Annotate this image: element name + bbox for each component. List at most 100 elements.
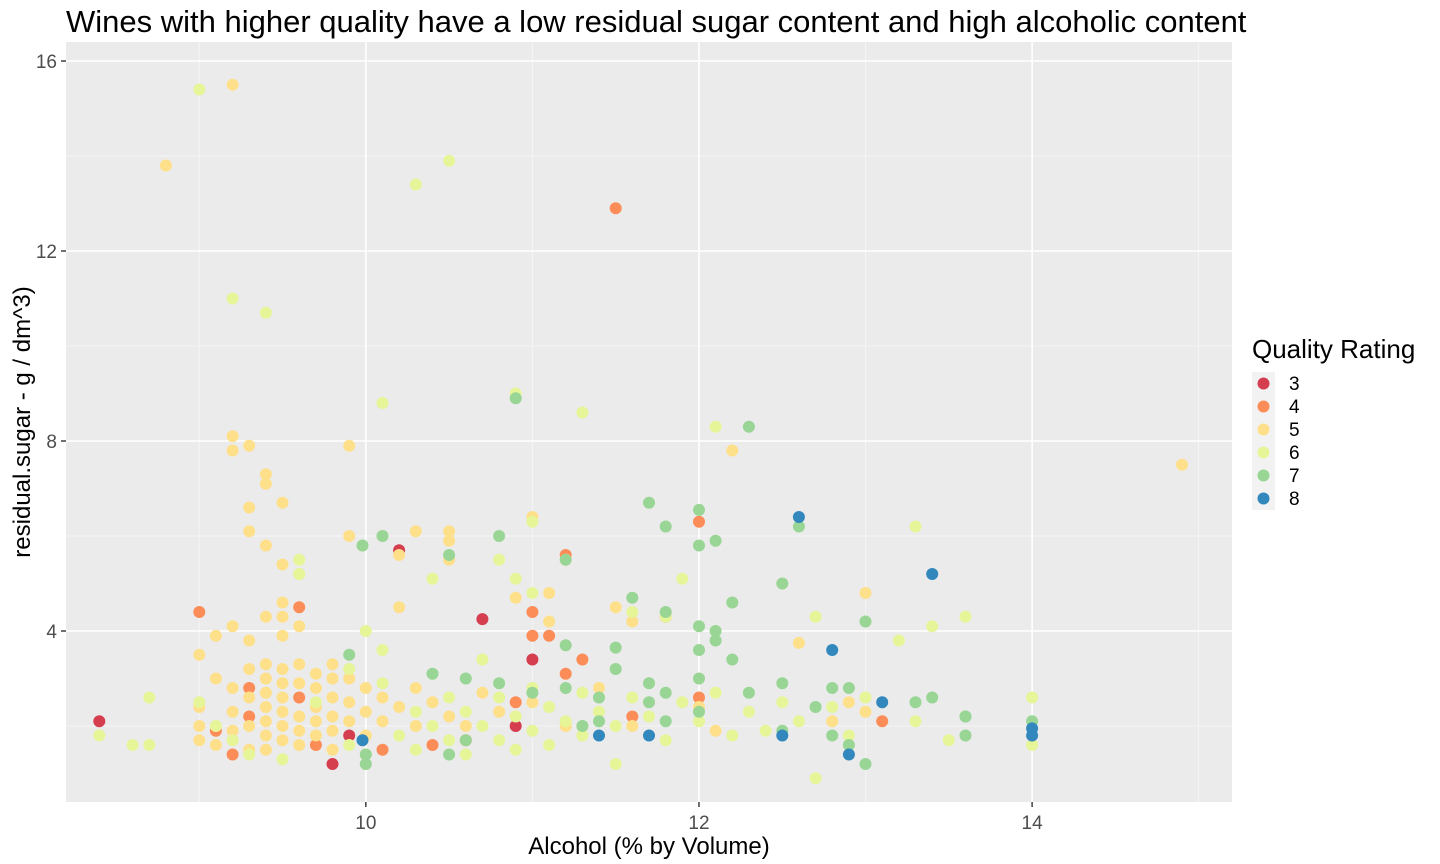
x-axis-title: Alcohol (% by Volume) xyxy=(528,833,769,860)
data-point-quality-5 xyxy=(276,705,289,718)
data-point-quality-7 xyxy=(693,705,705,718)
data-point-quality-5 xyxy=(209,629,222,642)
legend-key-7 xyxy=(1257,469,1270,482)
data-point-quality-7 xyxy=(842,682,855,694)
data-point-quality-6 xyxy=(576,406,589,419)
data-point-quality-6 xyxy=(443,691,456,704)
data-point-quality-6 xyxy=(143,691,156,704)
data-point-quality-6 xyxy=(559,715,572,728)
data-point-quality-6 xyxy=(543,701,556,713)
data-point-quality-4 xyxy=(526,629,539,642)
data-point-quality-7 xyxy=(792,520,805,533)
data-point-quality-7 xyxy=(809,701,822,713)
x-tick-label: 14 xyxy=(1022,813,1044,834)
minor-gridlines xyxy=(66,42,1232,802)
data-point-quality-8 xyxy=(776,729,789,742)
data-point-quality-6 xyxy=(459,748,472,761)
data-point-quality-6 xyxy=(409,178,422,191)
data-point-quality-5 xyxy=(426,696,439,709)
data-point-quality-7 xyxy=(459,734,472,747)
data-point-quality-7 xyxy=(359,758,372,770)
data-point-quality-6 xyxy=(776,696,789,709)
data-point-quality-7 xyxy=(742,686,755,699)
data-point-quality-4 xyxy=(693,515,705,528)
data-point-quality-7 xyxy=(559,682,572,694)
data-point-quality-6 xyxy=(792,715,805,728)
data-point-quality-7 xyxy=(826,729,839,742)
data-point-quality-6 xyxy=(359,625,372,637)
data-point-quality-7 xyxy=(926,691,939,704)
data-point-quality-6 xyxy=(959,610,972,623)
data-point-quality-5 xyxy=(326,672,339,685)
chart-title: Wines with higher quality have a low res… xyxy=(66,4,1247,39)
x-axis-ticks: 10 12 14 xyxy=(355,802,1043,834)
data-point-quality-5 xyxy=(343,530,356,542)
data-point-quality-5 xyxy=(326,691,339,704)
data-point-quality-7 xyxy=(609,641,622,654)
data-point-quality-6 xyxy=(376,644,389,656)
data-point-quality-6 xyxy=(643,710,655,723)
data-point-quality-5 xyxy=(409,525,422,538)
data-point-quality-5 xyxy=(226,682,239,694)
legend-key-6 xyxy=(1257,446,1270,459)
data-point-quality-7 xyxy=(426,667,439,680)
data-point-quality-7 xyxy=(659,520,672,533)
data-point-quality-4 xyxy=(376,743,389,756)
data-point-quality-5 xyxy=(209,739,222,751)
data-point-quality-7 xyxy=(643,496,655,509)
data-point-quality-4 xyxy=(243,710,256,723)
data-point-quality-5 xyxy=(226,78,239,91)
data-point-quality-5 xyxy=(259,539,272,552)
data-point-quality-6 xyxy=(576,686,589,699)
data-point-quality-6 xyxy=(293,568,306,580)
data-point-quality-6 xyxy=(493,734,506,747)
data-point-quality-5 xyxy=(293,710,306,723)
data-point-quality-5 xyxy=(276,691,289,704)
data-point-quality-5 xyxy=(293,739,306,751)
data-point-quality-5 xyxy=(309,715,322,728)
data-point-quality-7 xyxy=(659,686,672,699)
data-point-quality-3 xyxy=(326,758,339,770)
data-point-quality-7 xyxy=(443,748,456,761)
data-point-quality-5 xyxy=(293,677,306,690)
data-point-quality-5 xyxy=(193,648,206,661)
data-point-quality-7 xyxy=(376,530,389,542)
legend-key-8 xyxy=(1257,492,1270,505)
data-point-quality-5 xyxy=(243,691,256,704)
data-point-quality-6 xyxy=(626,606,639,618)
legend-key-5 xyxy=(1257,423,1270,436)
data-point-quality-5 xyxy=(259,672,272,685)
data-point-quality-6 xyxy=(742,705,755,718)
data-point-quality-4 xyxy=(626,710,639,723)
data-point-quality-5 xyxy=(276,663,289,675)
data-point-quality-5 xyxy=(593,682,605,694)
data-point-quality-4 xyxy=(559,667,572,680)
data-point-quality-6 xyxy=(443,154,456,167)
data-point-quality-4 xyxy=(243,682,256,694)
data-point-quality-6 xyxy=(859,691,872,704)
y-axis-title: residual.sugar - g / dm^3) xyxy=(9,286,36,557)
data-point-quality-7 xyxy=(559,553,572,566)
data-point-quality-5 xyxy=(209,672,222,685)
y-axis-ticks: 4 8 12 16 xyxy=(36,52,66,643)
legend-key-4 xyxy=(1257,400,1270,413)
data-point-quality-5 xyxy=(326,710,339,723)
data-point-quality-7 xyxy=(693,539,705,552)
data-point-quality-7 xyxy=(643,696,655,709)
data-point-quality-5 xyxy=(393,549,406,561)
data-point-quality-7 xyxy=(742,420,755,433)
data-point-quality-5 xyxy=(493,705,506,718)
data-point-quality-6 xyxy=(93,729,106,742)
data-point-quality-6 xyxy=(476,720,489,732)
data-point-quality-7 xyxy=(576,720,589,732)
data-point-quality-6 xyxy=(926,620,939,633)
data-point-quality-3 xyxy=(526,653,539,666)
data-point-quality-6 xyxy=(426,720,439,732)
data-point-quality-6 xyxy=(609,720,622,732)
data-point-quality-6 xyxy=(409,705,422,718)
data-point-quality-5 xyxy=(309,667,322,680)
data-point-quality-6 xyxy=(626,691,639,704)
